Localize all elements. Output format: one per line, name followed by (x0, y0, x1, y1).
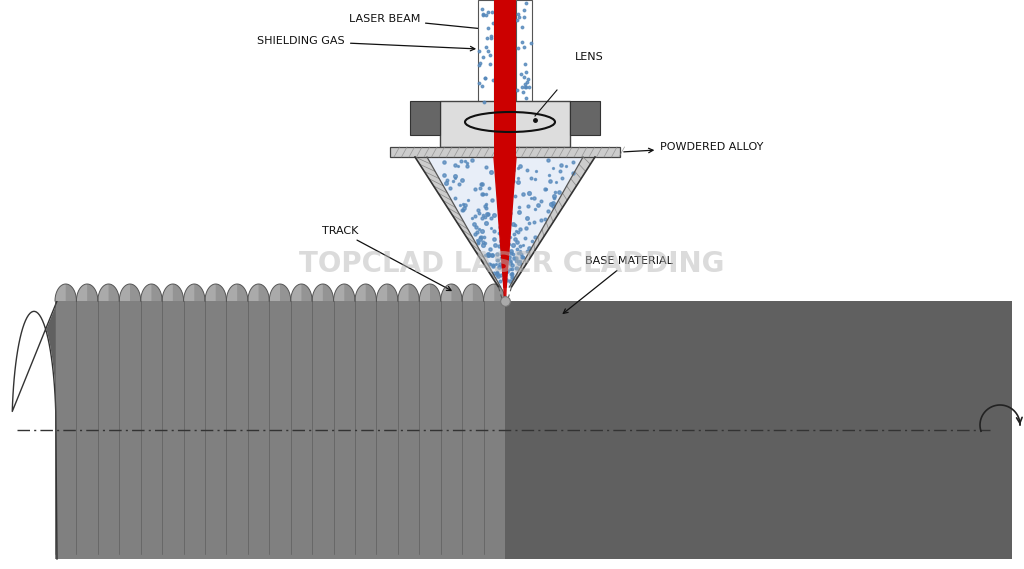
Polygon shape (494, 157, 516, 287)
Polygon shape (473, 284, 483, 301)
Polygon shape (173, 284, 183, 301)
Polygon shape (55, 284, 77, 301)
Polygon shape (248, 284, 269, 301)
Polygon shape (504, 287, 506, 305)
Polygon shape (98, 284, 119, 301)
Polygon shape (301, 284, 312, 301)
Polygon shape (238, 284, 248, 301)
Polygon shape (152, 284, 162, 301)
Polygon shape (462, 284, 483, 301)
Bar (494, 0, 516, 104)
Polygon shape (323, 284, 334, 301)
Polygon shape (415, 157, 501, 287)
Bar (478, 0, 494, 104)
Polygon shape (312, 284, 334, 301)
Polygon shape (483, 284, 505, 301)
Polygon shape (509, 157, 595, 287)
Polygon shape (419, 284, 440, 301)
Polygon shape (355, 284, 377, 301)
Polygon shape (269, 284, 291, 301)
Polygon shape (280, 284, 291, 301)
Polygon shape (119, 284, 140, 301)
Polygon shape (216, 284, 226, 301)
Polygon shape (12, 301, 57, 559)
Polygon shape (162, 284, 183, 301)
Polygon shape (195, 284, 205, 301)
Bar (410, 101, 440, 135)
Bar (505, 301, 1012, 559)
Text: TOPCLAD LASER CLADDING: TOPCLAD LASER CLADDING (299, 250, 725, 278)
Polygon shape (66, 284, 77, 301)
Polygon shape (205, 284, 226, 301)
Polygon shape (427, 157, 583, 287)
Polygon shape (87, 284, 98, 301)
Polygon shape (387, 284, 398, 301)
Polygon shape (109, 284, 119, 301)
Text: BASE MATERIAL: BASE MATERIAL (563, 256, 673, 314)
Polygon shape (344, 284, 355, 301)
Polygon shape (452, 284, 462, 301)
Bar (390, 147, 620, 157)
Polygon shape (259, 284, 269, 301)
Bar (55, 301, 505, 559)
Polygon shape (334, 284, 355, 301)
Bar (12, 301, 1012, 559)
Polygon shape (183, 284, 205, 301)
Bar (570, 101, 600, 135)
Polygon shape (77, 284, 98, 301)
Bar (494, 147, 516, 157)
Text: LASER BEAM: LASER BEAM (348, 14, 500, 32)
Polygon shape (398, 284, 419, 301)
Text: SHIELDING GAS: SHIELDING GAS (257, 36, 475, 51)
Polygon shape (440, 284, 462, 301)
Polygon shape (366, 284, 377, 301)
Polygon shape (495, 284, 505, 301)
Polygon shape (140, 284, 162, 301)
Polygon shape (377, 284, 398, 301)
Polygon shape (409, 284, 419, 301)
Text: TRACK: TRACK (322, 226, 452, 291)
Polygon shape (130, 284, 140, 301)
Polygon shape (226, 284, 248, 301)
Text: LENS: LENS (575, 52, 604, 62)
Bar (440, 101, 570, 147)
Polygon shape (430, 284, 440, 301)
Bar (494, 101, 516, 147)
Text: POWDERED ALLOY: POWDERED ALLOY (624, 142, 763, 152)
Polygon shape (291, 284, 312, 301)
Bar (516, 0, 532, 104)
